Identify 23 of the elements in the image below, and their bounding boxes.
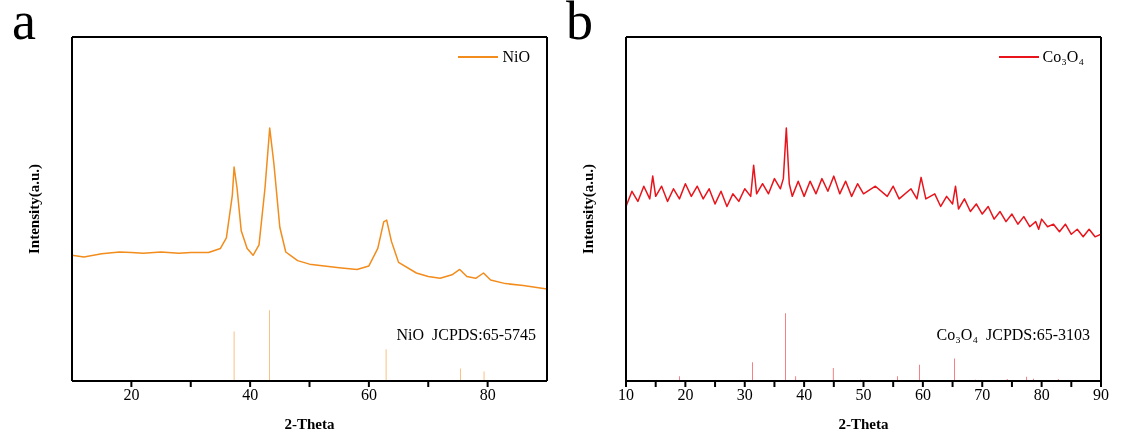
x-tick-label: 30 — [736, 386, 753, 404]
x-tick-label: 10 — [618, 386, 634, 404]
x-tick-label: 60 — [914, 386, 931, 404]
x-tick-label: 40 — [796, 386, 813, 404]
x-tick-label: 60 — [360, 386, 377, 404]
legend-label: Co₃O₄ — [1042, 48, 1084, 66]
x-tick-label: 40 — [242, 386, 259, 404]
y-axis-title: Intensity(a.u.) — [580, 163, 598, 255]
x-axis-title: 2-Theta — [284, 416, 335, 432]
annotation: NiO JCPDS:65-5745 — [396, 326, 536, 344]
x-tick-label: 50 — [855, 386, 872, 404]
x-tick-label: 90 — [1093, 386, 1109, 404]
legend-label: NiO — [502, 48, 530, 66]
chart-title: b — [566, 0, 593, 51]
x-tick-label: 80 — [1033, 386, 1050, 404]
x-axis-title: 2-Theta — [838, 416, 889, 432]
y-axis-title: Intensity(a.u.) — [26, 163, 44, 255]
chart-title: a — [12, 0, 36, 51]
x-tick-label: 20 — [677, 386, 694, 404]
x-tick-label: 20 — [123, 386, 140, 404]
x-tick-label: 80 — [479, 386, 496, 404]
annotation: Co₃O₄ JCPDS:65-3103 — [936, 326, 1090, 344]
x-tick-label: 70 — [974, 386, 991, 404]
